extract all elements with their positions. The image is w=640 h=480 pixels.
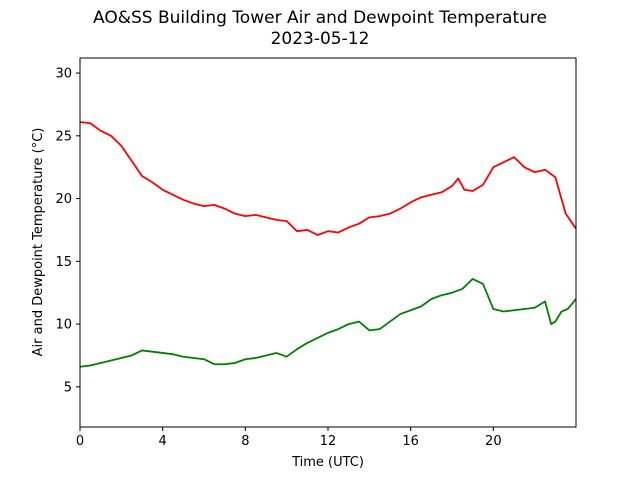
- x-tick-label: 20: [485, 434, 502, 449]
- y-tick-label: 25: [55, 129, 72, 144]
- y-tick-label: 20: [55, 192, 72, 207]
- y-tick-label: 10: [55, 318, 72, 333]
- y-ticks: 5 10 15 20 25 30: [55, 67, 80, 395]
- series-line-1: [79, 121, 577, 236]
- x-tick-label: 4: [159, 434, 167, 449]
- y-tick-label: 15: [55, 255, 72, 270]
- plot-frame: [79, 57, 577, 428]
- chart-subtitle: 2023-05-12: [270, 29, 370, 49]
- x-tick-label: 0: [76, 434, 84, 449]
- x-ticks: 0 4 8 12 16 20: [76, 427, 502, 449]
- x-tick-label: 12: [320, 434, 337, 449]
- series-layer: [79, 121, 577, 368]
- chart-title-block: AO&SS Building Tower Air and Dewpoint Te…: [0, 8, 640, 50]
- y-tick-label: 5: [64, 380, 72, 395]
- chart-title: AO&SS Building Tower Air and Dewpoint Te…: [92, 8, 547, 28]
- x-axis-label: Time (UTC): [291, 455, 364, 470]
- y-axis-label: Air and Dewpoint Temperature (°C): [31, 128, 46, 357]
- series-line-2: [79, 277, 577, 368]
- x-tick-label: 8: [241, 434, 249, 449]
- x-tick-label: 16: [402, 434, 419, 449]
- y-tick-label: 30: [55, 67, 72, 82]
